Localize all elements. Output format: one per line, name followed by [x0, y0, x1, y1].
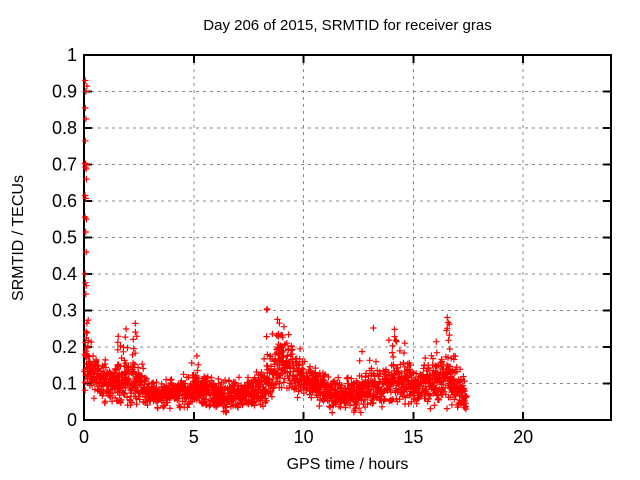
y-tick-label: 0.5	[52, 228, 77, 248]
plot-border	[83, 54, 612, 421]
chart-title: Day 206 of 2015, SRMTID for receiver gra…	[203, 17, 492, 34]
y-tick-label: 0.3	[52, 301, 77, 321]
y-tick-label: 0.1	[52, 374, 77, 394]
x-tick-label: 20	[513, 427, 533, 447]
y-tick-label: 0.2	[52, 337, 77, 357]
x-tick-label: 5	[189, 427, 199, 447]
y-tick-label: 0.8	[52, 118, 77, 138]
tick-labels: 00.10.20.30.40.50.60.70.80.910 5 10 15 20	[52, 45, 533, 447]
grid-lines	[84, 55, 611, 420]
y-tick-label: 1	[67, 45, 77, 65]
x-axis-title: GPS time / hours	[286, 456, 409, 473]
y-tick-label: 0.4	[52, 264, 77, 284]
y-tick-label: 0.9	[52, 82, 77, 102]
x-tick-label: 0	[79, 427, 89, 447]
x-tick-label: 10	[294, 427, 314, 447]
y-tick-label: 0.6	[52, 191, 77, 211]
scatter-points	[81, 77, 470, 416]
y-tick-label: 0.7	[52, 155, 77, 175]
y-tick-label: 0	[67, 410, 77, 430]
x-tick-label: 15	[403, 427, 423, 447]
